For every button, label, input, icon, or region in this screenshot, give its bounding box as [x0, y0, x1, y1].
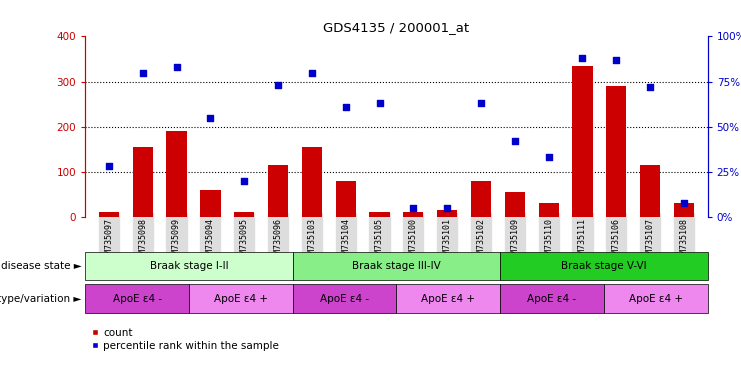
- Text: ApoE ε4 -: ApoE ε4 -: [528, 293, 576, 304]
- Point: [576, 55, 588, 61]
- Bar: [604, 284, 708, 313]
- Point: [509, 138, 521, 144]
- Bar: [133, 147, 153, 217]
- Point: [306, 70, 318, 76]
- Point: [103, 163, 115, 169]
- Text: ApoE ε4 -: ApoE ε4 -: [113, 293, 162, 304]
- Legend: count, percentile rank within the sample: count, percentile rank within the sample: [90, 328, 279, 351]
- Bar: [674, 204, 694, 217]
- Point: [137, 70, 149, 76]
- Bar: [606, 86, 626, 217]
- Bar: [293, 284, 396, 313]
- Bar: [640, 165, 660, 217]
- Bar: [302, 147, 322, 217]
- Text: genotype/variation ►: genotype/variation ►: [0, 293, 82, 304]
- Bar: [99, 212, 119, 217]
- Bar: [200, 190, 221, 217]
- Point: [408, 205, 419, 211]
- Bar: [403, 212, 424, 217]
- Point: [475, 100, 487, 106]
- Point: [272, 82, 284, 88]
- Bar: [505, 192, 525, 217]
- Bar: [293, 252, 500, 280]
- Bar: [85, 252, 293, 280]
- Point: [205, 115, 216, 121]
- Point: [441, 205, 453, 211]
- Bar: [85, 284, 189, 313]
- Text: Braak stage III-IV: Braak stage III-IV: [352, 261, 441, 271]
- Point: [239, 178, 250, 184]
- Text: disease state ►: disease state ►: [1, 261, 82, 271]
- Bar: [167, 131, 187, 217]
- Point: [373, 100, 385, 106]
- Bar: [336, 181, 356, 217]
- Text: Braak stage I-II: Braak stage I-II: [150, 261, 228, 271]
- Point: [611, 57, 622, 63]
- Text: Braak stage V-VI: Braak stage V-VI: [561, 261, 647, 271]
- Bar: [572, 66, 593, 217]
- Point: [678, 199, 690, 205]
- Text: ApoE ε4 -: ApoE ε4 -: [320, 293, 369, 304]
- Bar: [500, 284, 604, 313]
- Text: ApoE ε4 +: ApoE ε4 +: [214, 293, 268, 304]
- Bar: [539, 204, 559, 217]
- Text: ApoE ε4 +: ApoE ε4 +: [422, 293, 475, 304]
- Text: ApoE ε4 +: ApoE ε4 +: [629, 293, 682, 304]
- Point: [542, 154, 554, 161]
- Bar: [500, 252, 708, 280]
- Title: GDS4135 / 200001_at: GDS4135 / 200001_at: [323, 21, 470, 34]
- Bar: [268, 165, 288, 217]
- Point: [644, 84, 656, 90]
- Bar: [437, 210, 457, 217]
- Bar: [396, 284, 500, 313]
- Bar: [471, 181, 491, 217]
- Bar: [369, 212, 390, 217]
- Point: [170, 64, 182, 70]
- Point: [340, 104, 352, 110]
- Bar: [189, 284, 293, 313]
- Bar: [234, 212, 254, 217]
